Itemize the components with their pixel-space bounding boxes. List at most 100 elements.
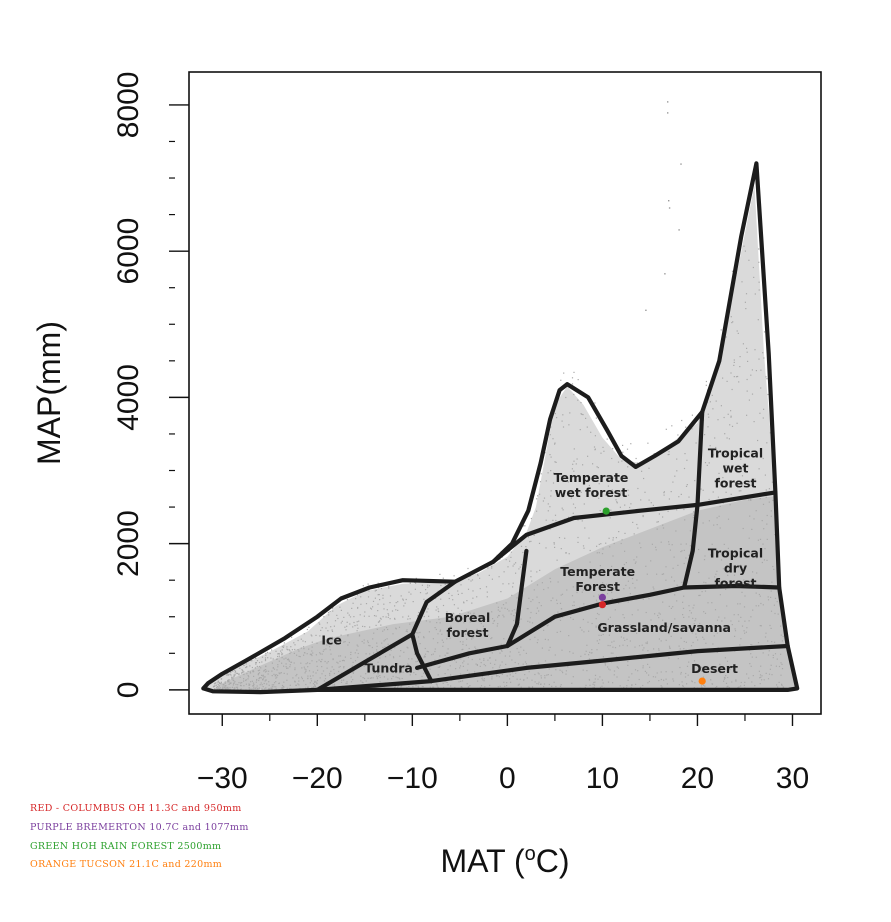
scatter-point bbox=[444, 654, 446, 656]
scatter-point bbox=[759, 498, 761, 500]
scatter-point bbox=[474, 671, 476, 673]
scatter-point bbox=[740, 638, 742, 640]
scatter-point bbox=[678, 496, 680, 498]
scatter-point bbox=[214, 685, 216, 687]
scatter-point bbox=[282, 646, 285, 648]
scatter-point bbox=[455, 661, 457, 663]
scatter-point bbox=[427, 608, 429, 610]
boundary-boreal-temperate bbox=[505, 548, 529, 649]
scatter-point bbox=[307, 666, 309, 668]
scatter-point bbox=[229, 687, 231, 689]
scatter-point bbox=[395, 665, 398, 667]
scatter-point bbox=[598, 543, 600, 545]
scatter-point bbox=[531, 580, 533, 582]
scatter-point bbox=[349, 616, 352, 618]
scatter-point bbox=[717, 496, 719, 498]
scatter-point bbox=[440, 584, 442, 587]
scatter-point bbox=[489, 684, 491, 686]
scatter-point bbox=[733, 376, 735, 378]
scatter-point bbox=[526, 677, 528, 679]
scatter-point bbox=[438, 666, 440, 668]
scatter-point bbox=[691, 632, 693, 634]
scatter-point bbox=[638, 678, 640, 681]
scatter-point bbox=[579, 626, 581, 629]
scatter-point bbox=[768, 673, 771, 675]
scatter-point bbox=[339, 660, 341, 662]
scatter-point bbox=[727, 518, 730, 520]
scatter-point bbox=[362, 625, 364, 627]
scatter-point bbox=[560, 684, 562, 686]
scatter-point bbox=[273, 673, 275, 675]
scatter-point bbox=[502, 614, 504, 616]
scatter-point bbox=[549, 506, 551, 508]
scatter-point bbox=[234, 674, 236, 676]
scatter-point bbox=[762, 503, 765, 505]
scatter-point bbox=[370, 607, 372, 609]
scatter-point bbox=[742, 343, 744, 345]
scatter-point bbox=[256, 665, 258, 667]
scatter-point bbox=[737, 614, 739, 616]
scatter-point bbox=[425, 620, 427, 622]
scatter-point bbox=[562, 426, 565, 428]
scatter-point bbox=[321, 627, 323, 629]
scatter-point bbox=[546, 674, 548, 676]
scatter-point bbox=[754, 478, 756, 480]
scatter-point bbox=[617, 461, 620, 463]
scatter-point bbox=[759, 683, 761, 685]
scatter-point bbox=[538, 662, 540, 664]
scatter-point bbox=[392, 633, 394, 635]
scatter-point bbox=[582, 464, 584, 466]
scatter-point bbox=[314, 680, 316, 682]
scatter-point bbox=[692, 671, 695, 673]
scatter-point bbox=[506, 685, 508, 687]
scatter-point bbox=[724, 657, 726, 659]
scatter-point bbox=[654, 613, 656, 615]
scatter-point bbox=[340, 609, 342, 611]
scatter-point bbox=[487, 634, 489, 636]
scatter-point bbox=[683, 549, 685, 551]
scatter-point bbox=[666, 626, 668, 628]
scatter-point bbox=[582, 669, 584, 671]
scatter-point bbox=[770, 590, 772, 592]
scatter-point bbox=[599, 686, 602, 688]
scatter-point bbox=[712, 491, 714, 493]
scatter-point bbox=[671, 576, 673, 578]
scatter-point bbox=[665, 566, 667, 568]
scatter-point bbox=[695, 633, 697, 635]
scatter-point bbox=[690, 612, 692, 614]
scatter-point bbox=[242, 671, 244, 673]
scatter-point bbox=[446, 652, 448, 654]
scatter-point bbox=[355, 598, 357, 600]
scatter-point bbox=[749, 663, 751, 665]
scatter-point bbox=[550, 490, 552, 492]
scatter-point bbox=[422, 686, 424, 688]
scatter-point bbox=[380, 618, 382, 620]
scatter-point bbox=[465, 633, 467, 635]
scatter-point bbox=[647, 442, 649, 444]
scatter-point bbox=[761, 675, 763, 677]
scatter-point bbox=[415, 582, 417, 584]
scatter-point bbox=[541, 647, 543, 649]
scatter-point bbox=[595, 618, 597, 620]
scatter-point bbox=[643, 477, 645, 480]
scatter-point bbox=[591, 652, 593, 654]
scatter-point bbox=[292, 677, 294, 679]
scatter-point bbox=[625, 584, 627, 586]
scatter-point bbox=[503, 571, 505, 573]
scatter-point bbox=[307, 678, 309, 680]
scatter-point bbox=[586, 644, 588, 646]
scatter-point bbox=[536, 510, 538, 512]
scatter-point bbox=[698, 548, 700, 551]
scatter-point bbox=[658, 680, 660, 682]
scatter-point bbox=[590, 431, 592, 433]
scatter-point bbox=[713, 524, 715, 526]
scatter-point bbox=[262, 686, 264, 688]
scatter-point bbox=[772, 657, 774, 659]
scatter-point bbox=[231, 678, 233, 680]
scatter-point bbox=[339, 665, 341, 668]
scatter-point bbox=[289, 687, 291, 690]
scatter-point bbox=[599, 676, 601, 678]
scatter-point bbox=[731, 681, 733, 683]
scatter-point bbox=[745, 308, 747, 310]
scatter-point bbox=[264, 671, 267, 673]
